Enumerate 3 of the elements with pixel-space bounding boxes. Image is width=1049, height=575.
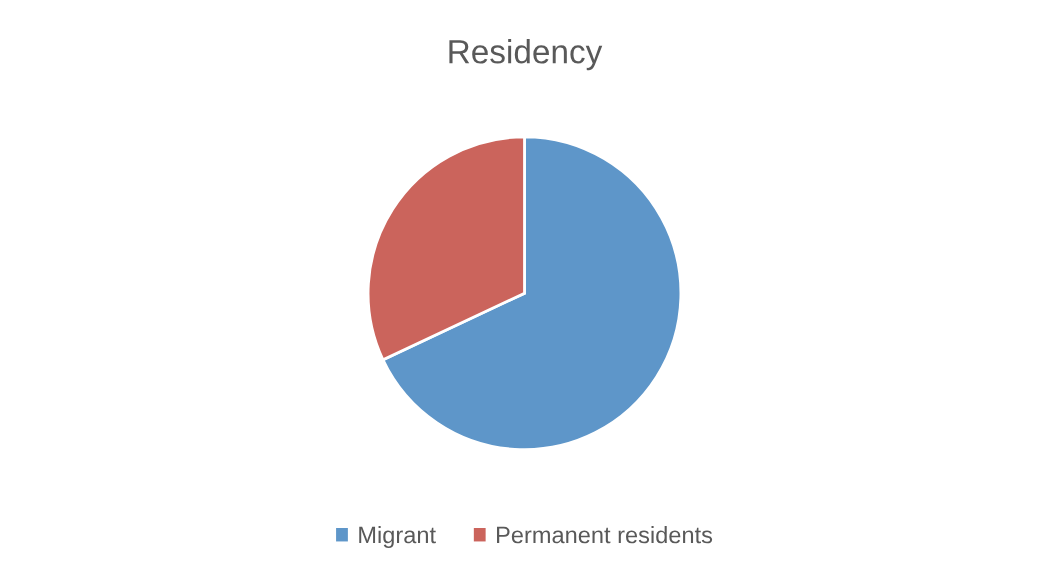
legend-label: Permanent residents — [497, 525, 713, 544]
chart-title: Residency — [449, 39, 603, 71]
legend-label: Migrant — [359, 525, 436, 548]
